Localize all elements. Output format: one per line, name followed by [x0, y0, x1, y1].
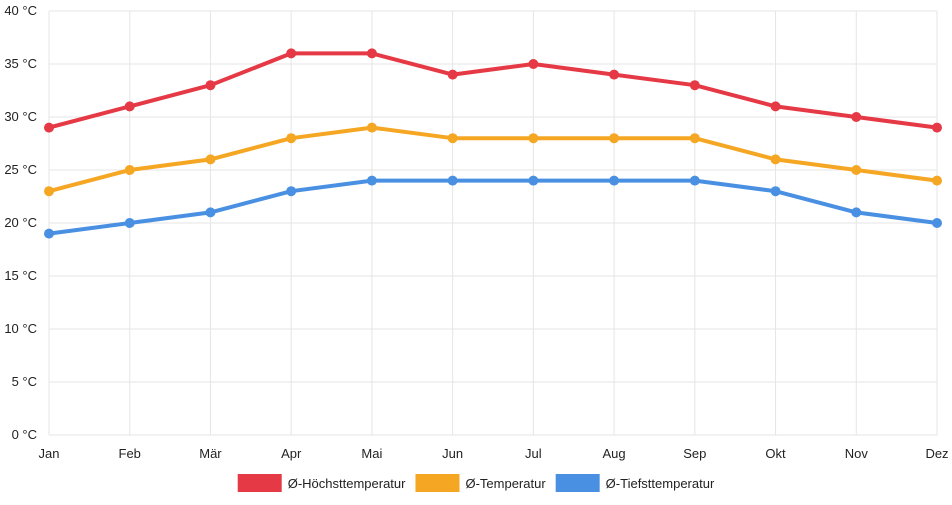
- data-point[interactable]: [447, 175, 458, 186]
- data-point[interactable]: [44, 122, 54, 133]
- data-point[interactable]: [932, 218, 942, 228]
- legend-item[interactable]: Ø-Tiefsttemperatur: [555, 474, 715, 492]
- data-point[interactable]: [851, 207, 862, 218]
- x-tick-label: Sep: [683, 446, 706, 461]
- y-tick-label: 25 °C: [4, 162, 37, 177]
- data-point[interactable]: [205, 80, 216, 91]
- series-line: [47, 125, 939, 194]
- data-point[interactable]: [770, 154, 781, 165]
- y-tick-label: 40 °C: [4, 3, 37, 18]
- axes: 0 °C 5 °C 10 °C 15 °C 20 °C 25 °C 30 °C 35 °C 40…: [4, 3, 948, 461]
- x-tick-label: Jan: [39, 446, 60, 461]
- series-line: [47, 178, 939, 236]
- legend: Ø-Höchsttemperatur Ø-Temperatur Ø-Tiefstte…: [237, 474, 715, 492]
- data-point[interactable]: [44, 186, 54, 197]
- series-group: [44, 122, 942, 197]
- legend-label: Ø-Tiefsttemperatur: [606, 476, 715, 491]
- data-point[interactable]: [205, 154, 216, 165]
- data-point[interactable]: [366, 175, 377, 186]
- x-tick-label: Apr: [281, 446, 302, 461]
- data-point[interactable]: [609, 175, 620, 186]
- y-tick-label: 20 °C: [4, 215, 37, 230]
- data-point[interactable]: [124, 101, 135, 112]
- data-point[interactable]: [528, 133, 539, 144]
- x-tick-label: Mär: [199, 446, 222, 461]
- y-tick-label: 35 °C: [4, 56, 37, 71]
- data-point[interactable]: [851, 112, 862, 122]
- data-point[interactable]: [447, 133, 458, 144]
- grid-lines: [48, 10, 938, 436]
- data-point[interactable]: [205, 207, 216, 218]
- data-point[interactable]: [366, 48, 377, 59]
- x-tick-label: Okt: [765, 446, 786, 461]
- data-point[interactable]: [770, 101, 781, 112]
- series-lines: [44, 48, 942, 239]
- y-tick-label: 15 °C: [4, 268, 37, 283]
- legend-swatch: [237, 474, 282, 492]
- data-point[interactable]: [124, 165, 135, 175]
- data-point[interactable]: [770, 186, 781, 197]
- series-group: [44, 175, 942, 239]
- legend-swatch: [415, 474, 460, 492]
- data-point[interactable]: [286, 48, 297, 59]
- data-point[interactable]: [932, 122, 942, 133]
- legend-label: Ø-Höchsttemperatur: [288, 476, 406, 491]
- y-tick-label: 30 °C: [4, 109, 37, 124]
- data-point[interactable]: [689, 133, 700, 144]
- x-tick-label: Dez: [925, 446, 948, 461]
- data-point[interactable]: [689, 80, 700, 91]
- data-point[interactable]: [609, 133, 620, 144]
- data-point[interactable]: [366, 122, 377, 133]
- legend-swatch: [555, 474, 600, 492]
- data-point[interactable]: [286, 133, 297, 144]
- x-tick-label: Jun: [442, 446, 463, 461]
- y-tick-label: 0 °C: [12, 427, 37, 442]
- data-point[interactable]: [286, 186, 297, 197]
- legend-label: Ø-Temperatur: [465, 476, 546, 491]
- x-tick-label: Nov: [845, 446, 869, 461]
- x-tick-label: Mai: [361, 446, 382, 461]
- series-line: [47, 51, 939, 130]
- data-point[interactable]: [44, 228, 54, 239]
- x-tick-label: Aug: [603, 446, 626, 461]
- y-tick-label: 5 °C: [12, 374, 37, 389]
- data-point[interactable]: [124, 218, 135, 228]
- x-tick-label: Feb: [119, 446, 141, 461]
- data-point[interactable]: [689, 175, 700, 186]
- legend-item[interactable]: Ø-Höchsttemperatur: [237, 474, 406, 492]
- y-tick-label: 10 °C: [4, 321, 37, 336]
- data-point[interactable]: [932, 175, 942, 186]
- data-point[interactable]: [528, 59, 539, 69]
- data-point[interactable]: [528, 175, 539, 186]
- data-point[interactable]: [851, 165, 862, 175]
- data-point[interactable]: [447, 69, 458, 80]
- data-point[interactable]: [609, 69, 620, 80]
- x-tick-label: Jul: [525, 446, 542, 461]
- legend-item[interactable]: Ø-Temperatur: [415, 474, 546, 492]
- series-group: [44, 48, 942, 133]
